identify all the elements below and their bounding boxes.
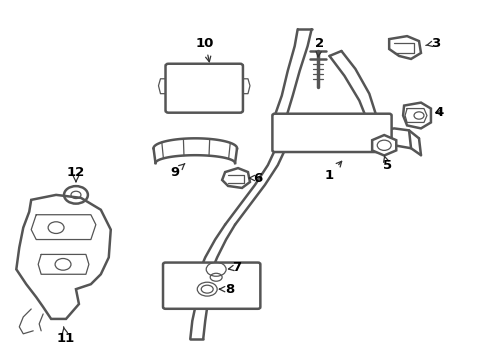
Text: 7: 7 (228, 261, 241, 274)
Text: 8: 8 (219, 283, 234, 296)
FancyBboxPatch shape (272, 114, 391, 152)
Text: 3: 3 (425, 37, 440, 50)
Text: 1: 1 (325, 161, 341, 181)
Text: 6: 6 (249, 171, 262, 185)
Text: 5: 5 (382, 156, 391, 172)
Text: 9: 9 (170, 163, 184, 179)
FancyBboxPatch shape (165, 64, 243, 113)
Text: 11: 11 (57, 327, 75, 345)
Text: 4: 4 (433, 106, 443, 119)
Text: 12: 12 (67, 166, 85, 182)
FancyBboxPatch shape (163, 262, 260, 309)
Text: 2: 2 (314, 37, 324, 57)
Text: 10: 10 (196, 37, 214, 62)
